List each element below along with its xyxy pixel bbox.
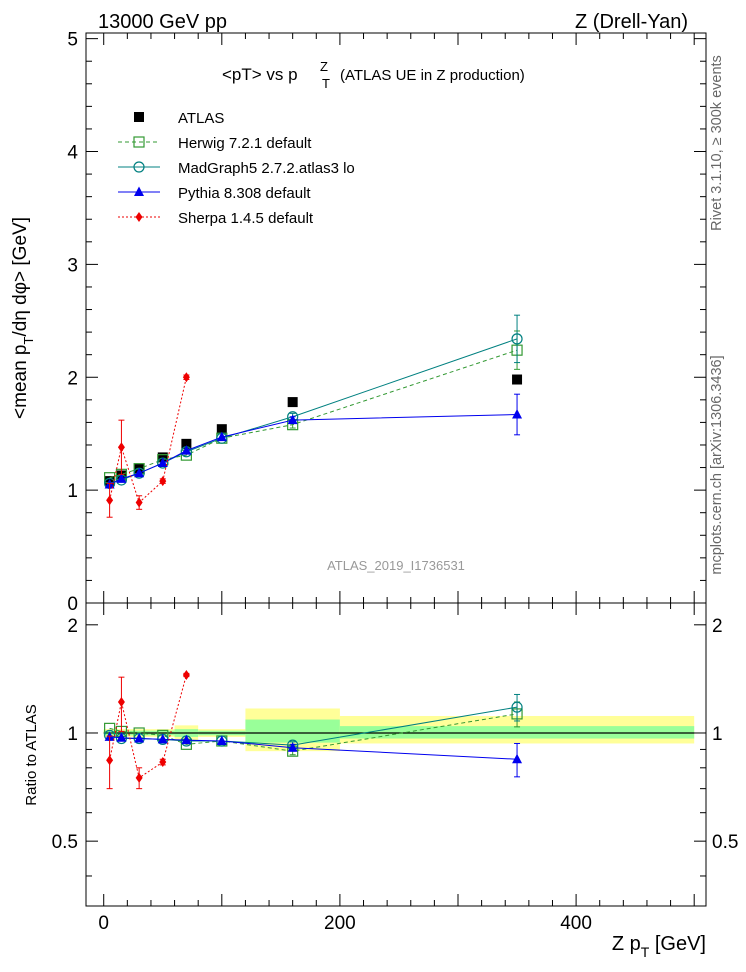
ratio-ytick-label: 0.5 <box>52 832 78 853</box>
ratio-data-point <box>287 742 298 752</box>
main-data-point <box>159 476 167 487</box>
rivet-label: Rivet 3.1.10, ≥ 300k events <box>709 55 725 231</box>
main-ylabel-text: <mean pT/dη dφ> [GeV] <box>10 217 36 419</box>
ratio-ytick-label-right: 0.5 <box>712 832 738 853</box>
main-data-point <box>106 495 114 506</box>
ratio-plot-frame <box>85 602 707 907</box>
legend-label: ATLAS <box>178 110 224 127</box>
ratio-panel: 0.5 0.5 1 1 2 2 Ratio to ATLAS <box>23 602 738 907</box>
ratio-data-point <box>116 732 127 742</box>
main-data-point <box>512 374 523 385</box>
x-tick-label: 400 <box>560 913 592 934</box>
main-series-line <box>109 349 518 479</box>
main-ytick-label: 0 <box>67 594 78 615</box>
x-tick-label: 200 <box>324 913 356 934</box>
chart-title-sup: Z <box>320 59 328 74</box>
ratio-band-green <box>339 726 695 739</box>
legend: ATLAS Herwig 7.2.1 default MadGraph5 2.7.2… <box>118 110 355 227</box>
main-series-2 <box>104 314 523 489</box>
main-series-0 <box>104 374 523 487</box>
legend-marker <box>133 161 145 173</box>
main-data-point <box>216 424 227 435</box>
main-data-point <box>181 445 192 455</box>
legend-marker <box>134 186 144 196</box>
main-data-point <box>511 333 523 345</box>
ratio-ytick-label: 2 <box>67 616 78 637</box>
main-data-point <box>216 431 227 442</box>
main-data-point <box>157 452 168 463</box>
ratio-ytick-label: 1 <box>67 724 78 745</box>
xlabel-text: Z pT [GeV] <box>612 933 706 960</box>
chart-title-main: <pT> vs p <box>222 65 298 84</box>
main-data-point <box>117 442 125 453</box>
header-left: 13000 GeV pp <box>98 11 227 33</box>
main-ytick-label: 4 <box>67 143 78 164</box>
main-ylabel: <mean pT/dη dφ> [GeV] <box>10 217 36 419</box>
ratio-data-point <box>135 772 143 783</box>
chart-title-rest: (ATLAS UE in Z production) <box>340 67 525 84</box>
main-data-point <box>134 467 145 478</box>
ratio-data-point <box>134 733 145 743</box>
main-ytick-label: 1 <box>67 481 78 502</box>
main-ytick-label: 2 <box>67 368 78 389</box>
main-ytick-label: 3 <box>67 255 78 276</box>
ratio-data-point <box>512 753 523 764</box>
legend-label: Sherpa 1.4.5 default <box>178 210 314 227</box>
ratio-data-point <box>511 701 523 713</box>
chart-title-sub: T <box>322 76 330 91</box>
header-right: Z (Drell-Yan) <box>575 11 688 33</box>
main-series-line <box>109 338 518 484</box>
ratio-data-point <box>159 757 167 768</box>
mcplots-label: mcplots.cern.ch [arXiv:1306.3436] <box>709 355 725 574</box>
main-series-4 <box>106 372 190 518</box>
main-data-point <box>116 473 127 483</box>
ratio-ytick-label-right: 1 <box>712 724 723 745</box>
main-data-point <box>157 457 168 468</box>
main-data-point <box>181 438 192 449</box>
main-data-point <box>512 409 523 419</box>
main-ytick-label: 5 <box>67 30 78 51</box>
ratio-data-point <box>216 735 227 745</box>
analysis-id: ATLAS_2019_I1736531 <box>327 558 465 573</box>
main-series-line <box>109 414 518 485</box>
ratio-data-point <box>117 696 125 707</box>
ratio-data-point <box>181 734 192 745</box>
ratio-series-3 <box>106 669 190 790</box>
chart-title: <pT> vs p Z T (ATLAS UE in Z production) <box>222 59 525 91</box>
legend-label: Herwig 7.2.1 default <box>178 135 312 152</box>
main-panel: 0 1 2 3 4 5 <pT> vs p Z T (ATLAS UE in Z prod… <box>10 30 707 615</box>
ratio-series-2 <box>104 731 523 778</box>
main-data-point <box>182 372 190 383</box>
legend-label: MadGraph5 2.7.2.atlas3 lo <box>178 160 355 177</box>
main-data-point <box>287 397 298 408</box>
main-series-3 <box>104 393 523 489</box>
main-data-point <box>135 497 143 508</box>
ratio-ytick-label-right: 2 <box>712 616 723 637</box>
ratio-data-point <box>182 669 190 680</box>
x-tick-label: 0 <box>98 913 109 934</box>
legend-label: Pythia 8.308 default <box>178 185 311 202</box>
xlabel: Z pT [GeV] <box>612 933 706 960</box>
legend-marker <box>133 136 145 148</box>
ratio-band-green <box>245 719 340 743</box>
ratio-ylabel: Ratio to ATLAS <box>23 704 40 805</box>
main-data-point <box>287 414 298 425</box>
ratio-data-point <box>106 755 114 766</box>
legend-marker <box>135 212 143 222</box>
legend-marker <box>134 112 144 122</box>
ratio-data-point <box>157 733 168 744</box>
